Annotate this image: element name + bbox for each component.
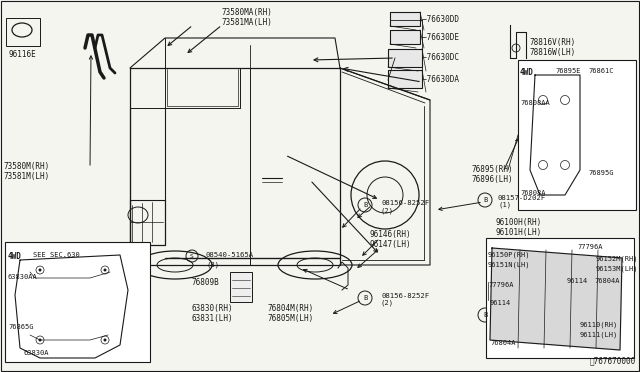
Text: 96114: 96114: [567, 278, 588, 284]
Text: 96101H(LH): 96101H(LH): [495, 228, 541, 237]
Text: 63830A: 63830A: [23, 350, 49, 356]
Bar: [390, 12, 420, 26]
Text: 76805M(LH): 76805M(LH): [268, 314, 314, 323]
Text: B: B: [483, 197, 487, 203]
Ellipse shape: [104, 269, 106, 272]
Text: 73581MA(LH): 73581MA(LH): [222, 18, 273, 27]
Text: 76895(RH): 76895(RH): [472, 165, 514, 174]
Text: 96153M(LH): 96153M(LH): [596, 266, 639, 273]
Bar: [388, 70, 422, 88]
Text: B: B: [363, 295, 367, 301]
Bar: [518, 60, 636, 210]
Polygon shape: [490, 248, 622, 350]
Text: 08157-0202F
(1): 08157-0202F (1): [498, 310, 546, 324]
Text: 96111(LH): 96111(LH): [580, 332, 618, 339]
Text: 96100H(RH): 96100H(RH): [495, 218, 541, 227]
Text: 08156-8252F
(2): 08156-8252F (2): [381, 293, 429, 307]
Text: 96116E: 96116E: [8, 50, 36, 59]
Bar: [390, 30, 420, 44]
Text: —76630DA: —76630DA: [422, 75, 459, 84]
Ellipse shape: [104, 339, 106, 341]
Text: —76630DD: —76630DD: [422, 15, 459, 24]
Text: B: B: [363, 202, 367, 208]
Text: 76804M(RH): 76804M(RH): [268, 304, 314, 313]
Text: SEE SEC.630: SEE SEC.630: [33, 252, 80, 258]
Text: 96147(LH): 96147(LH): [370, 240, 412, 249]
Text: 73581M(LH): 73581M(LH): [3, 172, 49, 181]
Text: (8): (8): [206, 262, 219, 269]
Text: 96114: 96114: [490, 300, 511, 306]
Text: 78816V(RH): 78816V(RH): [530, 38, 576, 47]
Text: 96110(RH): 96110(RH): [580, 322, 618, 328]
Text: 96152M(RH): 96152M(RH): [596, 256, 639, 263]
Bar: [5, 242, 150, 362]
Bar: [388, 49, 422, 67]
Bar: [6, 18, 40, 46]
Text: 76895E: 76895E: [555, 68, 580, 74]
Text: 63831(LH): 63831(LH): [192, 314, 234, 323]
Text: 77796A: 77796A: [577, 244, 602, 250]
Text: S: S: [190, 253, 194, 259]
Text: 76896(LH): 76896(LH): [472, 175, 514, 184]
Text: 4WD: 4WD: [520, 68, 534, 77]
Text: B: B: [483, 312, 487, 318]
Text: 76865G: 76865G: [8, 324, 33, 330]
Text: 63830AA: 63830AA: [8, 274, 38, 280]
Text: 73580M(RH): 73580M(RH): [3, 162, 49, 171]
Text: 〇767670000: 〇767670000: [589, 356, 636, 365]
Text: —76630DE: —76630DE: [422, 33, 459, 42]
Text: 76861C: 76861C: [588, 68, 614, 74]
Text: —76630DC: —76630DC: [422, 53, 459, 62]
Text: 08540-5165A: 08540-5165A: [206, 252, 254, 258]
Text: 4WD: 4WD: [8, 252, 22, 261]
Text: 73580MA(RH): 73580MA(RH): [222, 8, 273, 17]
Text: 78816W(LH): 78816W(LH): [530, 48, 576, 57]
Text: 76808A: 76808A: [520, 190, 545, 196]
Text: 76808AA: 76808AA: [520, 100, 550, 106]
Text: 08157-D202F
(1): 08157-D202F (1): [498, 195, 546, 208]
Text: 08156-8252F
(2): 08156-8252F (2): [381, 200, 429, 214]
Bar: [486, 238, 634, 358]
Text: 96151N(LH): 96151N(LH): [488, 262, 531, 269]
Text: 76804A: 76804A: [595, 278, 620, 284]
Text: 77796A: 77796A: [488, 282, 513, 288]
Text: 63830(RH): 63830(RH): [192, 304, 234, 313]
Bar: [230, 272, 252, 302]
Text: 76895G: 76895G: [588, 170, 614, 176]
Text: 96150P(RH): 96150P(RH): [488, 252, 531, 259]
Text: 76804A: 76804A: [490, 340, 515, 346]
Ellipse shape: [38, 339, 42, 341]
Ellipse shape: [38, 269, 42, 272]
Text: 96146(RH): 96146(RH): [370, 230, 412, 239]
Text: 76809B: 76809B: [192, 278, 220, 287]
